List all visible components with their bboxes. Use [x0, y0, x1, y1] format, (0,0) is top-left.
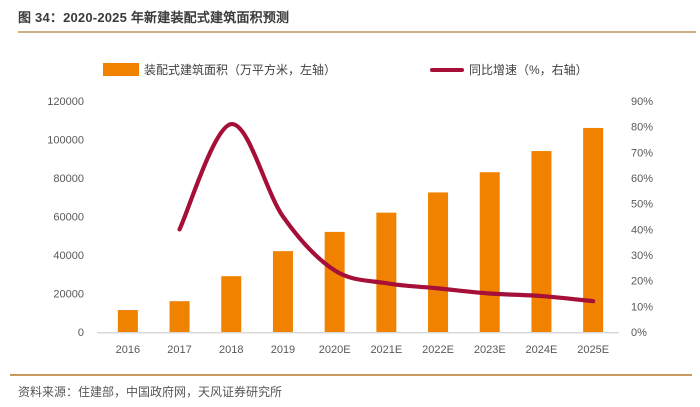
left-axis-tick-label: 60000 [53, 212, 84, 224]
right-axis-tick-label: 50% [631, 199, 653, 211]
left-axis-tick-label: 80000 [53, 173, 84, 185]
right-axis-tick-label: 20% [631, 276, 653, 288]
bar [583, 127, 604, 332]
x-axis-category-label: 2017 [167, 344, 191, 356]
bar [479, 172, 500, 332]
legend-item-line-series: 同比增速（%，右轴） [430, 61, 588, 78]
bar [221, 276, 242, 332]
figure-title: 图 34：2020-2025 年新建装配式建筑面积预测 [18, 10, 290, 25]
x-axis-category-label: 2020E [319, 344, 351, 356]
left-axis-tick-label: 0 [78, 327, 84, 339]
left-axis-tick-label: 20000 [53, 289, 84, 301]
x-axis-category-label: 2018 [219, 344, 243, 356]
bar [169, 301, 190, 332]
left-axis-tick-label: 100000 [47, 135, 84, 147]
right-axis-tick-label: 90% [631, 96, 653, 108]
bar [376, 212, 397, 332]
right-axis-tick-label: 40% [631, 224, 653, 236]
bar [117, 310, 138, 332]
legend-item-bar-series: 装配式建筑面积（万平方米，左轴） [103, 61, 336, 78]
right-axis-tick-label: 30% [631, 250, 653, 262]
bar [272, 251, 293, 332]
right-axis-tick-label: 80% [631, 122, 653, 134]
x-axis-category-label: 2023E [474, 344, 506, 356]
footer-divider [10, 374, 692, 376]
right-axis-tick-label: 10% [631, 301, 653, 313]
source-note: 资料来源：住建部，中国政府网，天风证券研究所 [18, 385, 283, 399]
left-axis-tick-label: 120000 [47, 96, 84, 108]
x-axis-category-label: 2019 [271, 344, 295, 356]
bar [428, 192, 449, 332]
growth-line [177, 122, 596, 304]
legend-label-line-series: 同比增速（%，右轴） [469, 63, 588, 77]
x-axis-category-label: 2016 [116, 344, 140, 356]
x-axis-category-label: 2022E [422, 344, 454, 356]
legend-label-bar-series: 装配式建筑面积（万平方米，左轴） [144, 63, 337, 77]
right-axis-tick-label: 70% [631, 147, 653, 159]
title-divider [18, 31, 696, 33]
bar [531, 151, 552, 332]
bar [324, 231, 345, 332]
left-axis-tick-label: 40000 [53, 250, 84, 262]
x-axis-category-label: 2021E [370, 344, 402, 356]
right-axis-tick-label: 0% [631, 327, 647, 339]
bar-series-swatch-icon [103, 63, 139, 76]
x-axis-category-label: 2024E [526, 344, 558, 356]
right-axis-tick-label: 60% [631, 173, 653, 185]
line-series-swatch-icon [430, 67, 464, 72]
x-axis-category-label: 2025E [577, 344, 609, 356]
